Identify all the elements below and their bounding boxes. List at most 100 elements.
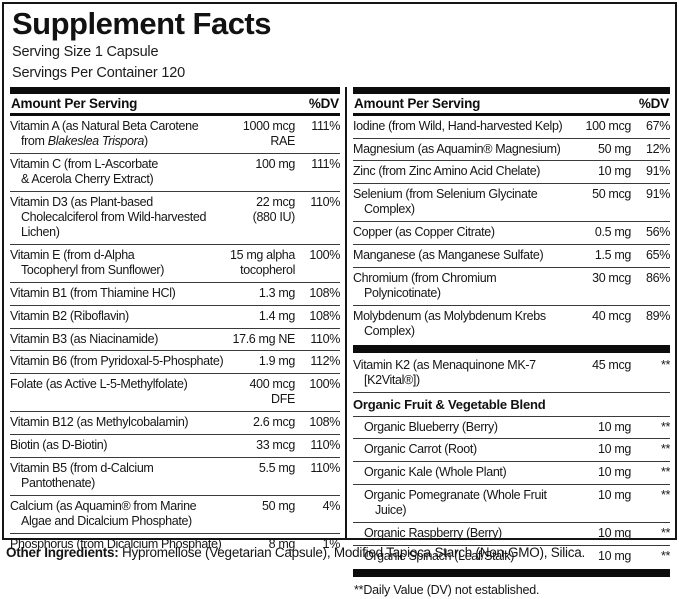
nutrient-amount: 1.9 mg xyxy=(258,354,295,369)
nutrient-amount: 1.3 mg xyxy=(258,286,295,301)
amount-per-serving-label: Amount Per Serving xyxy=(11,95,138,111)
nutrient-amount: 0.5 mg xyxy=(594,225,631,240)
nutrient-amount: 10 mg xyxy=(598,487,631,502)
left-rows: Vitamin A (as Natural Beta Carotene from… xyxy=(10,116,340,556)
blend-row-raspberry: Organic Raspberry (Berry) 10 mg ** xyxy=(353,523,670,546)
nutrient-amount: 8 mg xyxy=(268,536,296,551)
nutrient-name: Vitamin B12 (as Methylcobalamin) xyxy=(10,415,189,430)
nutrient-name: Iodine (from Wild, Hand-harvested Kelp) xyxy=(353,118,563,133)
nutrient-dv: ** xyxy=(660,465,670,480)
blend-row-kale: Organic Kale (Whole Plant) 10 mg ** xyxy=(353,462,670,485)
panel-header: Supplement Facts Serving Size 1 Capsule … xyxy=(4,4,675,87)
nutrient-dv: 111% xyxy=(311,118,340,133)
nutrient-row-vitamin-k2: Vitamin K2 (as Menaquinone MK-7 [K2Vital… xyxy=(353,355,670,393)
nutrient-row-manganese: Manganese (as Manganese Sulfate) 1.5 mg … xyxy=(353,245,670,268)
nutrient-amount: 15 mg alpha tocopherol xyxy=(230,248,295,278)
nutrient-dv: ** xyxy=(660,357,670,372)
nutrient-amount: 40 mcg xyxy=(592,308,631,323)
nutrient-name: Organic Spinach (Leaf/Stalk) xyxy=(364,548,515,563)
nutrient-row-phosphorus: Phosphorus (from Dicalcium Phosphate) 8 … xyxy=(10,534,340,556)
nutrient-dv: 108% xyxy=(309,415,340,430)
amount-per-serving-label: Amount Per Serving xyxy=(354,95,481,111)
nutrient-dv: 110% xyxy=(310,437,340,452)
nutrient-row-iodine: Iodine (from Wild, Hand-harvested Kelp) … xyxy=(353,116,670,139)
nutrient-amount: 400 mcg DFE xyxy=(249,377,296,407)
right-header-rule xyxy=(353,112,670,116)
nutrient-name: Vitamin B6 (from Pyridoxal-5-Phosphate) xyxy=(10,354,224,369)
nutrient-dv: 12% xyxy=(646,141,670,156)
nutrient-row-magnesium: Magnesium (as Aquamin® Magnesium) 50 mg … xyxy=(353,139,670,162)
nutrient-row-vitamin-c: Vitamin C (from L-Ascorbate & Acerola Ch… xyxy=(10,154,340,192)
nutrient-row-vitamin-b6: Vitamin B6 (from Pyridoxal-5-Phosphate) … xyxy=(10,351,340,375)
name-text: Vitamin A (as Natural Beta Carotene from xyxy=(10,118,199,149)
blend-section-title: Organic Fruit & Vegetable Blend xyxy=(353,393,670,417)
nutrient-name: Vitamin E (from d-Alpha Tocopheryl from … xyxy=(10,248,165,278)
nutrient-dv: 56% xyxy=(646,225,670,240)
nutrient-dv: 1% xyxy=(322,536,341,551)
nutrient-row-biotin: Biotin (as D-Biotin) 33 mcg 110% xyxy=(10,435,340,458)
blend-row-carrot: Organic Carrot (Root) 10 mg ** xyxy=(353,439,670,463)
right-column-header: Amount Per Serving %DV xyxy=(353,94,670,113)
nutrient-dv: 65% xyxy=(646,247,670,262)
nutrient-row-molybdenum: Molybdenum (as Molybdenum Krebs Complex)… xyxy=(353,306,670,343)
dv-label: %DV xyxy=(308,95,339,111)
name-italic-text: Blakeslea Trispora xyxy=(47,134,145,149)
nutrient-dv: ** xyxy=(660,419,670,434)
nutrient-amount: 100 mg xyxy=(255,156,295,171)
blend-rows: Organic Blueberry (Berry) 10 mg ** Organ… xyxy=(353,417,670,568)
blend-row-pomegranate: Organic Pomegranate (Whole Fruit Juice) … xyxy=(353,485,670,523)
nutrient-row-vitamin-d3: Vitamin D3 (as Plant-based Cholecalcifer… xyxy=(10,192,340,246)
nutrient-dv: 91% xyxy=(646,164,670,179)
right-column: Amount Per Serving %DV Iodine (from Wild… xyxy=(345,86,675,597)
nutrient-row-folate: Folate (as Active L-5-Methylfolate) 400 … xyxy=(10,374,340,413)
blend-row-blueberry: Organic Blueberry (Berry) 10 mg ** xyxy=(353,417,670,440)
nutrient-dv: 67% xyxy=(646,118,670,133)
left-header-rule xyxy=(10,112,340,116)
nutrient-dv: 111% xyxy=(311,156,340,171)
nutrient-dv: 110% xyxy=(310,194,340,209)
nutrient-dv: 108% xyxy=(309,286,340,301)
nutrient-name: Vitamin B3 (as Niacinamide) xyxy=(10,331,159,346)
nutrient-name: Organic Pomegranate (Whole Fruit Juice) xyxy=(364,487,547,518)
nutrient-row-vitamin-b2: Vitamin B2 (Riboflavin) 1.4 mg 108% xyxy=(10,306,340,329)
nutrient-dv: 110% xyxy=(310,460,340,475)
nutrient-name: Copper (as Copper Citrate) xyxy=(353,225,495,240)
nutrient-name: Vitamin B2 (Riboflavin) xyxy=(10,308,129,323)
dv-footnote: **Daily Value (DV) not established. xyxy=(354,583,540,598)
nutrient-name: Vitamin D3 (as Plant-based Cholecalcifer… xyxy=(10,194,207,240)
facts-columns: Amount Per Serving %DV Vitamin A (as Nat… xyxy=(4,86,675,597)
nutrient-amount: 22 mcg (880 IU) xyxy=(252,194,296,225)
other-ingredients-label: Other Ingredients: xyxy=(6,545,119,560)
nutrient-amount: 50 mg xyxy=(598,141,631,156)
nutrient-amount: 10 mg xyxy=(598,442,631,457)
other-ingredients: Other Ingredients: Hypromellose (Vegetar… xyxy=(6,545,676,561)
nutrient-dv: 89% xyxy=(646,308,670,323)
nutrient-row-zinc: Zinc (from Zinc Amino Acid Chelate) 10 m… xyxy=(353,161,670,185)
left-column-header: Amount Per Serving %DV xyxy=(10,94,340,113)
nutrient-dv: ** xyxy=(660,487,670,502)
nutrient-amount: 45 mcg xyxy=(592,357,631,372)
nutrient-dv: 100% xyxy=(309,377,340,392)
panel-title: Supplement Facts xyxy=(12,6,272,41)
nutrient-name: Vitamin K2 (as Menaquinone MK-7 [K2Vital… xyxy=(353,357,536,387)
nutrient-dv: ** xyxy=(660,442,670,457)
nutrient-name: Organic Kale (Whole Plant) xyxy=(364,465,507,480)
name-text: ) xyxy=(144,134,148,149)
nutrient-name: Folate (as Active L-5-Methylfolate) xyxy=(10,377,188,392)
nutrient-amount: 100 mcg xyxy=(585,118,632,133)
nutrient-name: Zinc (from Zinc Amino Acid Chelate) xyxy=(353,164,541,179)
nutrient-amount: 10 mg xyxy=(598,419,631,434)
nutrient-row-vitamin-a: Vitamin A (as Natural Beta Carotene from… xyxy=(10,116,340,154)
nutrient-amount: 17.6 mg NE xyxy=(232,331,295,346)
nutrient-name: Vitamin A (as Natural Beta Carotene from… xyxy=(10,119,233,150)
nutrient-name: Calcium (as Aquamin® from Marine Algae a… xyxy=(10,498,197,528)
nutrient-name: Organic Blueberry (Berry) xyxy=(364,419,498,434)
nutrient-name: Vitamin C (from L-Ascorbate & Acerola Ch… xyxy=(10,156,159,187)
nutrient-amount: 1000 mcg RAE xyxy=(242,118,295,149)
nutrient-name: Vitamin B5 (from d-Calcium Pantothenate) xyxy=(10,460,154,490)
left-top-bar xyxy=(10,86,340,94)
nutrient-amount: 33 mcg xyxy=(256,437,295,452)
mineral-rows: Iodine (from Wild, Hand-harvested Kelp) … xyxy=(353,116,670,343)
nutrient-amount: 1.5 mg xyxy=(594,247,631,262)
